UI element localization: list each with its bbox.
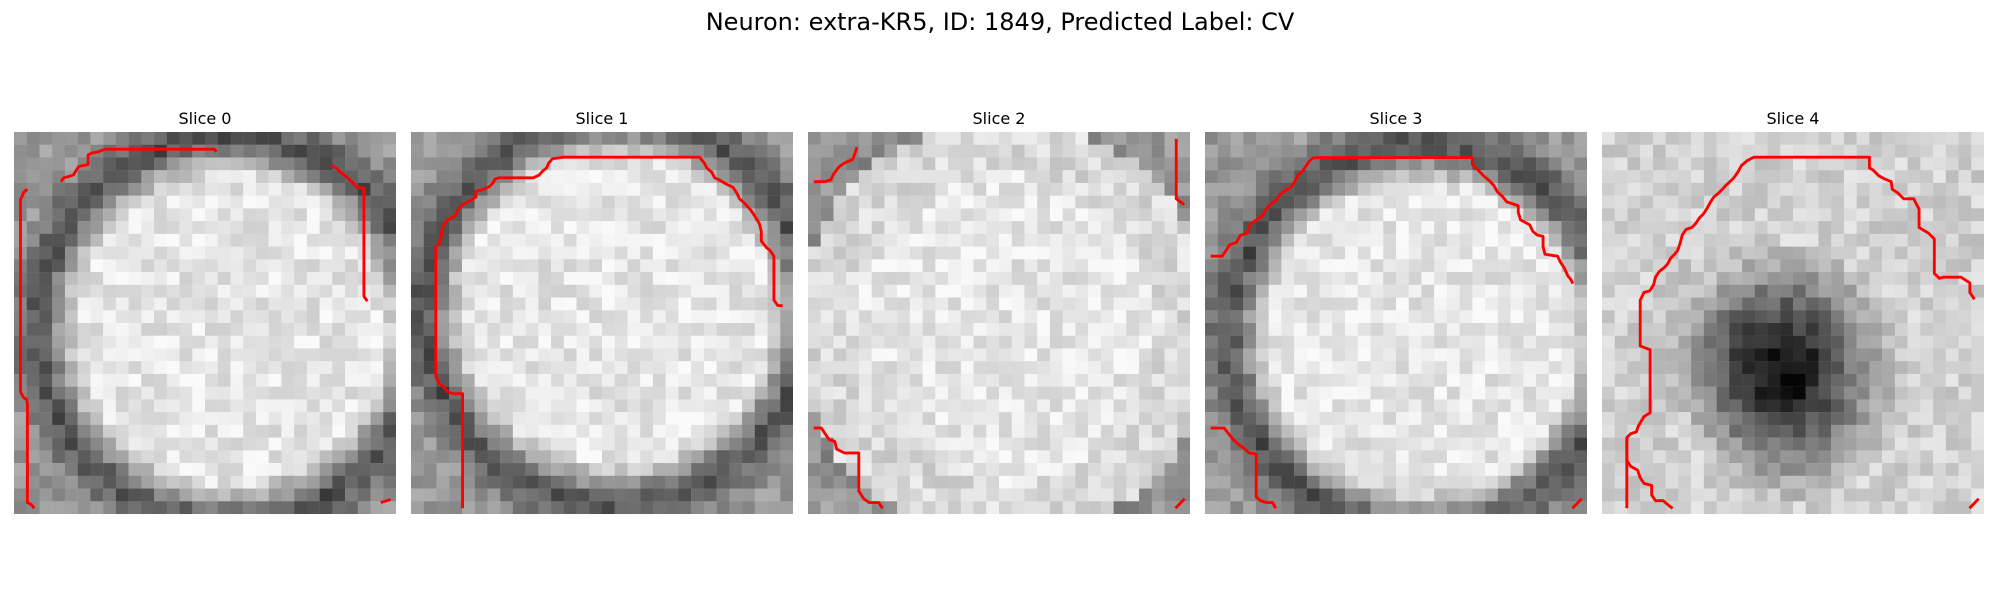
contour-line (440, 155, 783, 308)
contour-line (813, 426, 884, 510)
contour-line (380, 498, 392, 504)
contour-line (1625, 155, 1976, 509)
slice-panel-0: Slice 0 (14, 108, 396, 514)
slice-panel-2: Slice 2 (808, 108, 1190, 514)
pixel-grid (411, 132, 793, 514)
slice-panel-1: Slice 1 (411, 108, 793, 514)
slice-image (808, 132, 1190, 514)
slice-title: Slice 0 (178, 109, 232, 128)
contour-line (1174, 497, 1186, 510)
slice-title: Slice 1 (575, 109, 629, 128)
contour-line (1210, 426, 1277, 509)
slice-image (1205, 132, 1587, 514)
contour-line (19, 188, 36, 510)
slice-image (411, 132, 793, 514)
slice-panel-3: Slice 3 (1205, 108, 1587, 514)
contour-line (1174, 138, 1186, 206)
figure-title: Neuron: extra-KR5, ID: 1849, Predicted L… (705, 8, 1295, 36)
pixel-grid (14, 132, 396, 514)
pixel-grid (1205, 132, 1587, 514)
contour-line (59, 147, 218, 183)
slice-title: Slice 2 (972, 109, 1026, 128)
contour-line (434, 231, 465, 509)
contour-line (330, 163, 369, 303)
contour-line (1625, 437, 1674, 510)
contour-line (1968, 497, 1980, 510)
pixel-grid (808, 132, 1190, 514)
contour-line (1571, 497, 1583, 510)
slice-image (1602, 132, 1984, 514)
contour-line (813, 146, 859, 184)
pixel-grid (1602, 132, 1984, 514)
contour-line (1210, 156, 1575, 285)
slice-title: Slice 4 (1766, 109, 1820, 128)
slice-panel-4: Slice 4 (1602, 108, 1984, 514)
slice-title: Slice 3 (1369, 109, 1423, 128)
slice-image (14, 132, 396, 514)
